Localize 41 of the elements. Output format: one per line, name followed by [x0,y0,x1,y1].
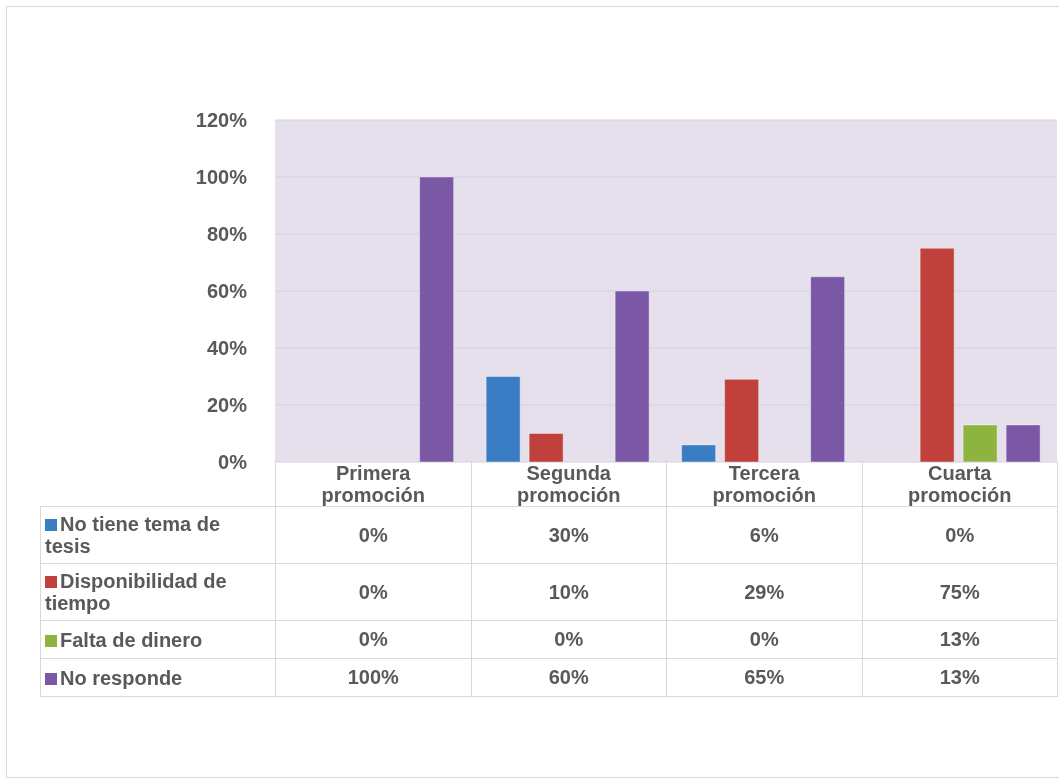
bar [614,290,650,462]
data-label: 30% [471,506,667,564]
data-label: 65% [666,658,862,697]
bar [485,376,521,462]
bar [681,444,717,462]
bar [419,176,455,462]
bar [962,424,998,462]
y-tick-label: 40% [206,337,248,360]
data-label: 0% [471,620,667,659]
bar [1005,424,1041,462]
data-label: 75% [862,563,1058,621]
y-tick-label: 0% [218,451,248,474]
data-label: 0% [275,620,471,659]
data-label: 0% [862,506,1058,564]
data-label: 0% [275,563,471,621]
legend-label: Disponibilidad de tiempo [40,563,276,621]
bar [724,378,760,462]
data-label: 0% [275,506,471,564]
x-tick-label: Tercera promoción [666,462,862,507]
y-tick-label: 60% [206,280,248,303]
y-tick-label: 20% [206,394,248,417]
legend-label: No tiene tema de tesis [40,506,276,564]
bar [810,276,846,462]
x-tick-label: Primera promoción [275,462,471,507]
y-tick-label: 100% [195,166,248,189]
data-label: 29% [666,563,862,621]
legend-label: No responde [40,658,276,697]
bar [919,247,955,462]
y-tick-label: 120% [195,109,248,132]
legend-label: Falta de dinero [40,620,276,659]
data-label: 6% [666,506,862,564]
data-label: 10% [471,563,667,621]
data-label: 100% [275,658,471,697]
data-label: 13% [862,658,1058,697]
y-tick-label: 80% [206,223,248,246]
data-label: 0% [666,620,862,659]
data-label: 13% [862,620,1058,659]
x-tick-label: Cuarta promoción [862,462,1058,507]
x-tick-label: Segunda promoción [471,462,667,507]
bar [528,433,564,462]
data-label: 60% [471,658,667,697]
